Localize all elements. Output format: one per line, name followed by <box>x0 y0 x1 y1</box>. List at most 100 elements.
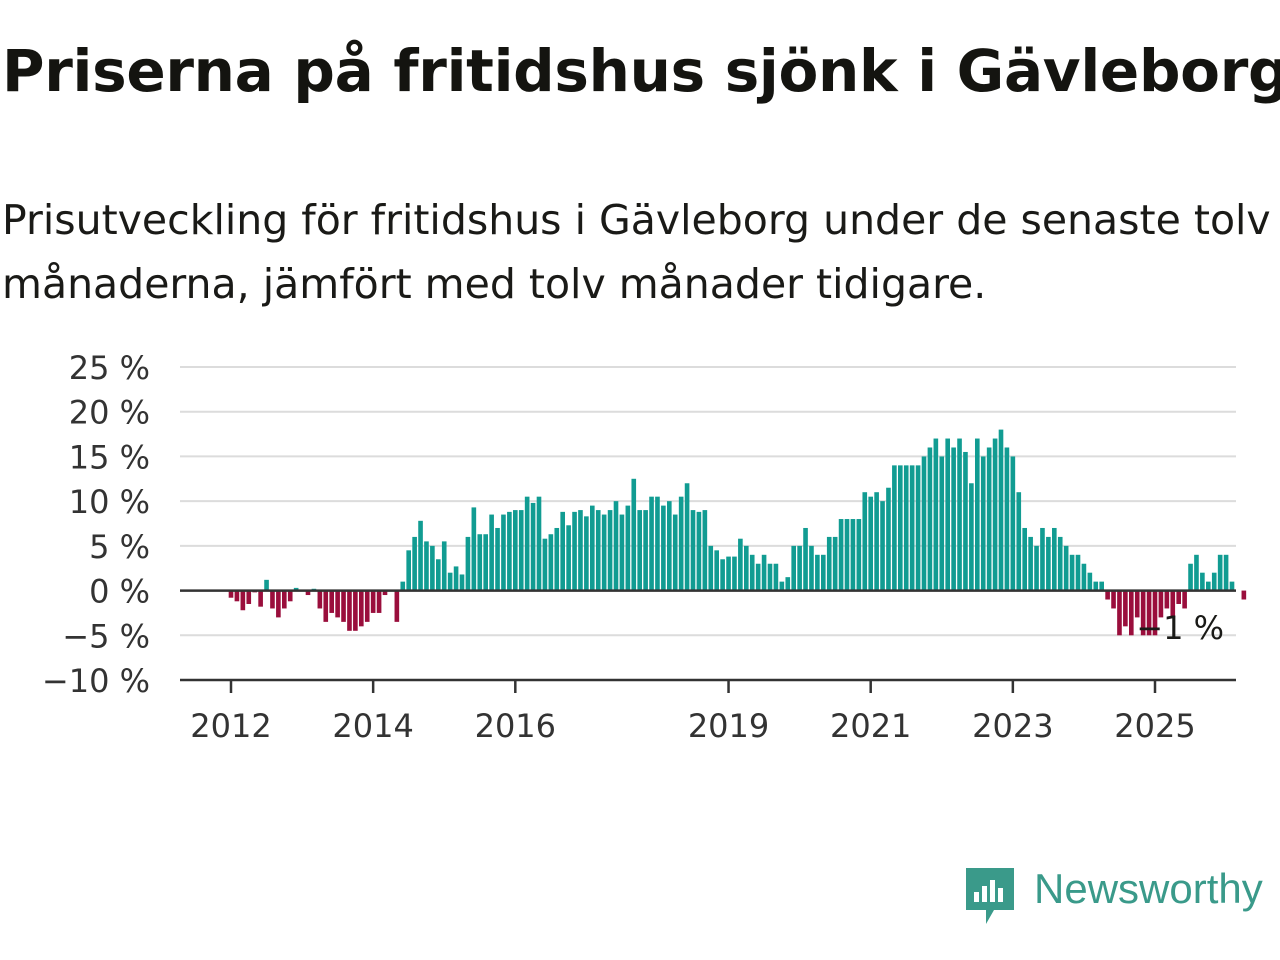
bar <box>353 590 358 631</box>
bar <box>1206 581 1211 591</box>
bar <box>376 590 382 613</box>
bar <box>1093 581 1099 591</box>
bar <box>690 510 696 591</box>
bar <box>1140 590 1146 636</box>
bar <box>643 510 648 591</box>
bar <box>246 590 252 604</box>
bar <box>489 514 494 591</box>
bar <box>1117 590 1122 636</box>
bar <box>572 511 577 591</box>
bar <box>826 536 832 591</box>
bar <box>270 590 275 609</box>
y-axis-tick-labels: 25 % 20 % 15 % 10 % 5 % 0 % −5 % −10 % <box>42 349 150 700</box>
bar <box>1063 545 1069 591</box>
bar <box>1211 572 1217 591</box>
bar <box>655 496 660 591</box>
bar <box>975 438 980 591</box>
bar <box>761 554 767 591</box>
bar <box>578 510 583 591</box>
bar <box>767 563 773 591</box>
bar <box>625 505 631 591</box>
bar <box>1040 527 1045 591</box>
bar <box>406 550 411 591</box>
bar <box>1081 563 1087 591</box>
bar <box>755 563 761 591</box>
bar <box>649 496 654 591</box>
x-tick-label: 2016 <box>475 707 556 745</box>
bar <box>672 514 678 591</box>
bar <box>483 534 488 591</box>
bar <box>436 559 441 591</box>
bar <box>1129 590 1134 636</box>
bar <box>317 590 323 609</box>
bar <box>986 447 992 591</box>
bar <box>465 536 471 591</box>
bar <box>507 511 512 591</box>
bar <box>1034 545 1039 591</box>
bar <box>1188 563 1193 591</box>
bar <box>359 590 364 627</box>
bar <box>738 538 743 591</box>
y-tick-label: 0 % <box>89 573 150 611</box>
bar <box>749 554 755 591</box>
x-axis: 2012 2014 2016 2019 2021 2023 2025 <box>180 589 1236 745</box>
bar <box>513 510 518 591</box>
brand-name: Newsworthy <box>1034 865 1263 912</box>
bar <box>1194 554 1199 591</box>
bar <box>903 465 909 591</box>
bar <box>347 590 352 631</box>
bar <box>684 483 690 591</box>
bar <box>240 590 246 611</box>
bar <box>815 554 820 591</box>
bar <box>453 566 459 591</box>
bar <box>797 545 802 591</box>
bar <box>1087 572 1093 591</box>
bar <box>595 510 601 591</box>
bar <box>1241 590 1247 600</box>
bar <box>447 572 453 591</box>
y-tick-label: 10 % <box>69 483 150 521</box>
bar <box>501 514 506 591</box>
bar <box>370 590 376 613</box>
bar <box>637 510 642 591</box>
bar <box>382 590 388 596</box>
bar <box>276 590 281 618</box>
bar <box>536 496 542 591</box>
bar <box>364 590 370 622</box>
bar <box>791 545 796 591</box>
bar <box>495 527 500 591</box>
bar <box>258 590 263 607</box>
newsworthy-logo: Newsworthy <box>964 864 1274 930</box>
bar <box>951 447 956 591</box>
bar <box>1022 527 1027 591</box>
bar <box>945 438 950 591</box>
x-tick-label: 2023 <box>972 707 1053 745</box>
bar <box>234 590 240 602</box>
bar <box>601 514 607 591</box>
bar <box>832 536 838 591</box>
bar <box>341 590 346 622</box>
bar <box>661 505 666 591</box>
bar <box>441 541 447 591</box>
bar <box>264 579 269 591</box>
bar <box>1111 590 1116 609</box>
bar <box>459 574 465 591</box>
y-tick-label: 15 % <box>69 438 150 476</box>
last-value-label: −1 % <box>1136 609 1224 647</box>
bar <box>1052 527 1057 591</box>
bar <box>868 496 873 591</box>
bar <box>1134 590 1140 618</box>
bar <box>424 541 429 591</box>
bar <box>856 519 862 591</box>
bar <box>1075 554 1081 591</box>
bar <box>678 496 684 591</box>
bar <box>631 478 637 591</box>
bar <box>584 516 589 591</box>
bar <box>400 581 406 591</box>
bar <box>1099 581 1104 591</box>
bar <box>1105 590 1110 600</box>
bar <box>560 511 565 591</box>
bar <box>803 527 808 591</box>
bar <box>892 465 897 591</box>
bar <box>518 510 524 591</box>
